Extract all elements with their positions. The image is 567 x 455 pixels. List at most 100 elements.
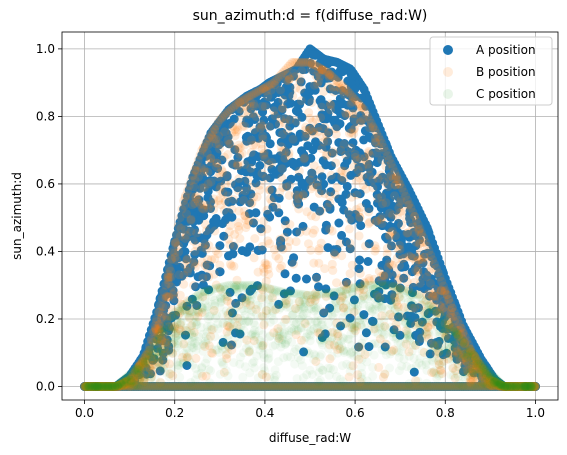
series-b-point [364,148,373,158]
series-b-point [209,194,219,204]
series-b-point [255,185,265,195]
series-b-point [368,175,378,185]
series-b-point [410,211,420,221]
series-b-point [391,268,401,278]
series-b-point [322,151,332,161]
series-b-point [207,132,217,142]
series-b-point [306,65,316,75]
series-b-point [330,250,340,260]
series-b-point [345,215,355,225]
series-b-point [257,144,267,154]
series-b-point [376,214,386,224]
series-b-point [316,206,326,216]
series-b-point [234,174,244,183]
series-b-point [307,98,317,107]
series-b-point [289,259,298,269]
series-b-point [424,257,434,267]
series-b-point [242,101,252,111]
series-b-point [324,72,334,82]
series-b-point [204,272,214,282]
series-b-point [314,246,324,256]
series-b-point [444,295,454,305]
series-b-point [396,195,406,205]
series-b-point [277,164,287,174]
series-b-point [317,102,327,112]
series-b-point [364,207,374,217]
series-b-point [230,241,240,251]
series-b-point [269,106,279,116]
series-b-point [339,89,349,99]
series-a-point [227,105,237,115]
series-b-point [301,122,311,132]
series-a-point [228,249,238,259]
series-a-point [424,281,434,291]
series-b-point [285,181,294,191]
series-b-point [370,246,380,256]
series-b-point [341,150,351,160]
series-b-point [195,199,205,209]
series-a-point [181,330,190,340]
series-b-point [332,183,342,193]
series-b-point [240,186,250,196]
series-b-point [391,172,401,182]
series-b-point [250,234,260,243]
series-b-point [174,247,184,257]
series-b-point [304,108,314,117]
series-b-point [361,241,371,251]
series-b-point [374,266,384,276]
series-b-point [344,109,354,119]
series-b-point [313,182,323,192]
series-b-point [437,286,447,296]
chart-title: sun_azimuth:d = f(diffuse_rad:W) [193,8,428,24]
series-b-point [226,178,236,188]
series-b-point [191,165,200,175]
series-b-point [197,183,207,193]
series-b-point [415,239,425,249]
series-a-point [317,66,327,76]
series-b-point [171,237,181,247]
series-b-point [192,241,202,251]
series-b-point [293,190,303,200]
series-a-point [377,221,387,231]
series-b-point [310,225,319,235]
series-b-point [210,226,220,236]
series-b-point [219,152,229,162]
series-b-point [355,268,365,278]
series-b-point [357,103,367,113]
series-b-point [240,121,250,131]
series-b-point [179,279,189,289]
series-b-point [265,239,274,249]
series-b-point [257,101,267,111]
series-b-point [397,220,406,230]
series-a-point [280,269,290,279]
series-b-point [234,225,244,235]
series-a-point [348,138,358,148]
series-b-point [237,148,247,158]
series-b-point [257,227,267,237]
series-b-point [246,147,256,157]
series-a-point [341,277,351,287]
series-b-point [267,158,277,167]
series-a-point [291,273,301,283]
series-b-point [204,241,214,250]
series-b-point [409,278,419,287]
series-b-point [181,230,191,240]
series-b-point [233,158,243,168]
series-b-point [256,119,266,129]
series-b-point [344,224,354,234]
series-a-point [337,230,347,240]
series-b-point [276,142,286,152]
series-b-point [424,267,434,277]
series-b-point [306,245,316,255]
series-b-point [296,96,306,106]
series-a-point [259,115,269,125]
series-b-point [161,293,171,303]
series-b-point [381,198,391,208]
series-a-point [346,69,356,79]
series-a-point [256,224,266,234]
series-b-point [294,166,304,176]
series-a-point [321,284,331,294]
series-a-point [302,274,311,284]
series-b-point [395,244,405,254]
